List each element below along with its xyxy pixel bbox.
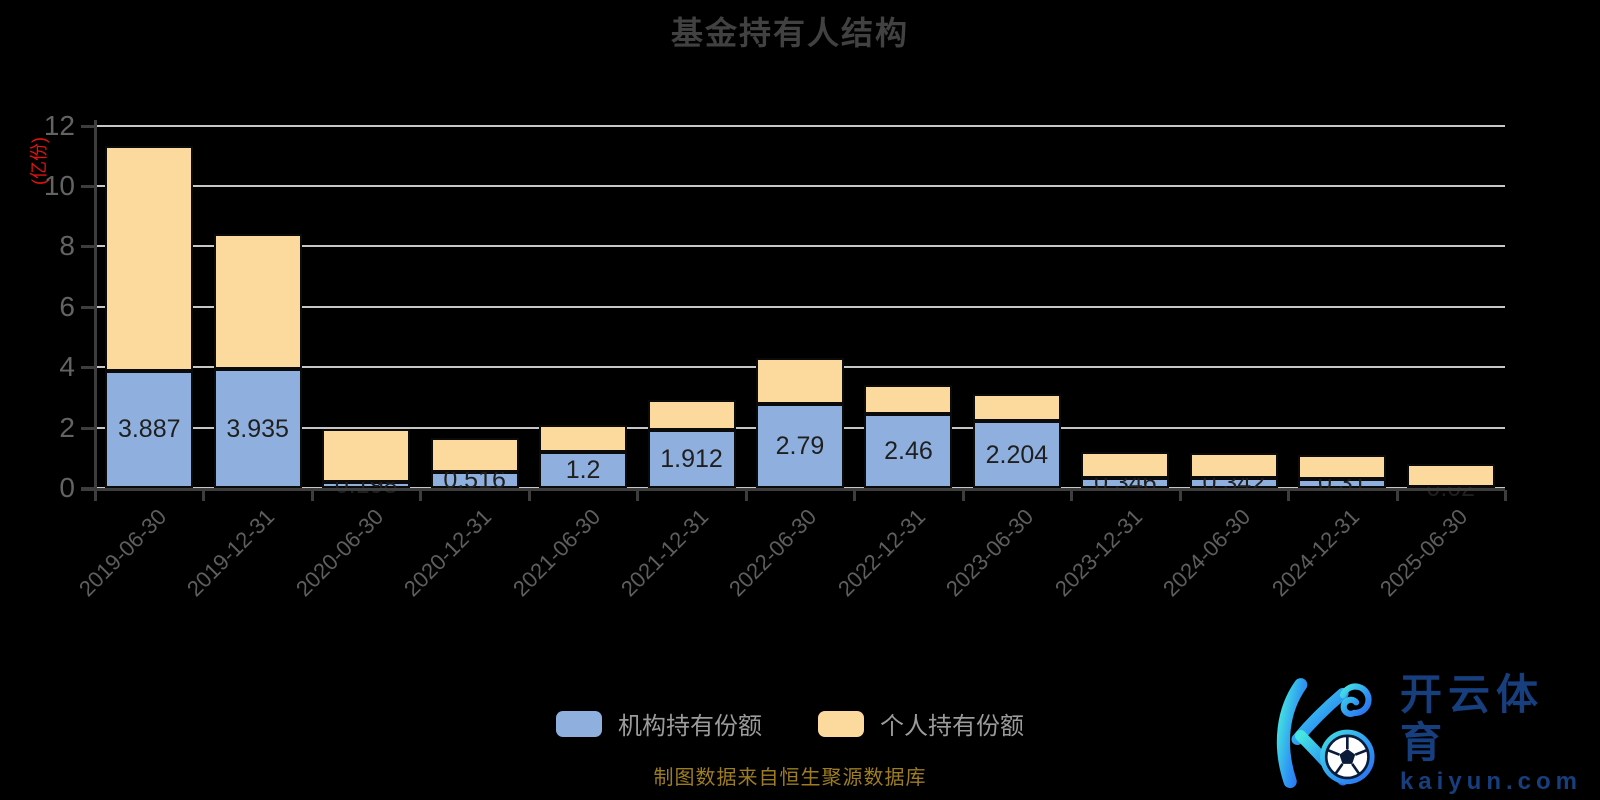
gridline-8 (95, 245, 1505, 248)
y-axis-line (94, 119, 97, 496)
x-axis-category-label: 2019-12-31 (182, 504, 280, 602)
bar-value-label: 2.46 (884, 436, 933, 465)
bar-institutional-2024-06-30[interactable] (1189, 477, 1278, 488)
y-axis-tick-label: 12 (43, 109, 75, 141)
bar-institutional-2024-12-31[interactable] (1298, 478, 1387, 488)
y-axis-tick-label: 4 (59, 351, 75, 383)
bar-institutional-2022-12-31[interactable] (864, 413, 953, 488)
bar-value-label: 2.79 (775, 431, 825, 460)
x-axis-category-label: 2022-06-30 (724, 504, 822, 602)
x-axis-tick (1504, 490, 1507, 501)
x-axis-category-label: 2023-12-31 (1049, 504, 1148, 602)
bar-value-label: 3.887 (117, 415, 181, 444)
x-axis-tick (636, 490, 640, 501)
legend-swatch-icon (556, 710, 602, 737)
bar-individual-2023-12-31[interactable] (1081, 451, 1170, 478)
y-axis-tick (81, 245, 95, 249)
x-axis-category-label: 2021-06-30 (507, 504, 605, 602)
x-axis-category-label: 2025-06-30 (1375, 504, 1473, 602)
x-axis-category-label: 2024-06-30 (1158, 504, 1256, 602)
bar-individual-2021-06-30[interactable] (539, 424, 628, 452)
bar-individual-2020-06-30[interactable] (322, 429, 411, 482)
bar-individual-2024-06-30[interactable] (1189, 453, 1278, 478)
x-axis-category-label: 2023-06-30 (941, 504, 1039, 602)
football-icon (1320, 729, 1375, 785)
gridline-10 (95, 185, 1505, 187)
x-axis-tick (202, 490, 206, 501)
bar-institutional-2020-12-31[interactable] (430, 472, 519, 488)
legend-item-individual[interactable]: 个人持有份额 (818, 706, 1024, 741)
chart-title: 基金持有人结构 (670, 15, 909, 51)
bar-individual-2023-06-30[interactable] (972, 394, 1061, 422)
bar-institutional-2023-12-31[interactable] (1081, 477, 1170, 488)
gridline-6 (95, 305, 1505, 308)
bar-institutional-2019-12-31[interactable] (213, 369, 302, 488)
x-axis-category-label: 2024-12-31 (1266, 504, 1364, 602)
x-axis-category-label: 2019-06-30 (73, 504, 171, 602)
bar-value-label: 1.912 (660, 445, 723, 474)
legend-item-institutional[interactable]: 机构持有份额 (556, 706, 762, 741)
x-axis-line (81, 488, 1505, 491)
y-axis-tick-label: 10 (43, 170, 75, 201)
bar-institutional-2020-06-30[interactable] (322, 482, 411, 488)
bar-value-label: 2.204 (985, 440, 1049, 469)
y-axis-tick (81, 185, 95, 188)
bar-individual-2022-12-31[interactable] (864, 385, 953, 414)
bar-institutional-2019-06-30[interactable] (105, 370, 194, 488)
y-axis-tick-label: 8 (59, 230, 75, 262)
x-axis-category-label: 2020-06-30 (290, 504, 388, 602)
y-axis-tick-label: 2 (59, 411, 75, 443)
x-axis-category-label: 2022-12-31 (832, 504, 931, 602)
legend: 机构持有份额 个人持有份额 (0, 706, 1580, 741)
x-axis-tick (1070, 490, 1074, 501)
x-axis-category-label: 2020-12-31 (399, 504, 497, 602)
watermark-url-text: kaiyun.com (1399, 768, 1582, 795)
bar-individual-2021-12-31[interactable] (647, 400, 736, 431)
bar-value-label: 1.2 (565, 455, 601, 484)
y-axis-tick (81, 305, 95, 309)
bar-individual-2022-06-30[interactable] (756, 358, 844, 404)
bar-individual-2025-06-30[interactable] (1406, 464, 1495, 488)
x-axis-category-label: 2021-12-31 (615, 504, 714, 602)
bar-individual-2024-12-31[interactable] (1298, 455, 1387, 479)
bar-value-label: 3.935 (226, 414, 289, 443)
x-axis-tick (1178, 490, 1182, 501)
y-axis-tick-label: 6 (59, 290, 75, 322)
x-axis-tick (853, 490, 857, 501)
bar-institutional-2021-12-31[interactable] (647, 430, 736, 488)
bar-individual-2020-12-31[interactable] (430, 438, 519, 473)
x-axis-tick (1395, 490, 1399, 501)
kaiyun-logo-icon (1276, 678, 1375, 789)
y-axis-tick (81, 366, 95, 370)
legend-label: 个人持有份额 (880, 713, 1024, 740)
x-axis-tick (1287, 490, 1291, 501)
x-axis-tick (419, 490, 423, 501)
bar-institutional-2022-06-30[interactable] (756, 403, 844, 488)
y-axis-tick-label: 0 (59, 472, 75, 503)
data-source-note: 制图数据来自恒生聚源数据库 (653, 767, 927, 789)
x-axis-tick (527, 490, 531, 501)
y-axis-tick (81, 426, 95, 430)
gridline-12 (95, 124, 1505, 127)
watermark-brand-text: 开云体育 (1399, 671, 1544, 766)
bar-individual-2019-12-31[interactable] (213, 234, 302, 370)
bar-institutional-2023-06-30[interactable] (972, 421, 1061, 488)
y-axis-tick (81, 124, 95, 128)
bar-institutional-2021-06-30[interactable] (539, 451, 628, 488)
bar-individual-2019-06-30[interactable] (105, 145, 194, 371)
x-axis-tick (961, 490, 965, 501)
x-axis-tick (310, 490, 314, 501)
legend-swatch-icon (818, 710, 864, 737)
legend-label: 机构持有份额 (618, 713, 762, 740)
x-axis-tick (744, 490, 748, 501)
watermark: 开云体育 kaiyun.com (1262, 671, 1582, 796)
